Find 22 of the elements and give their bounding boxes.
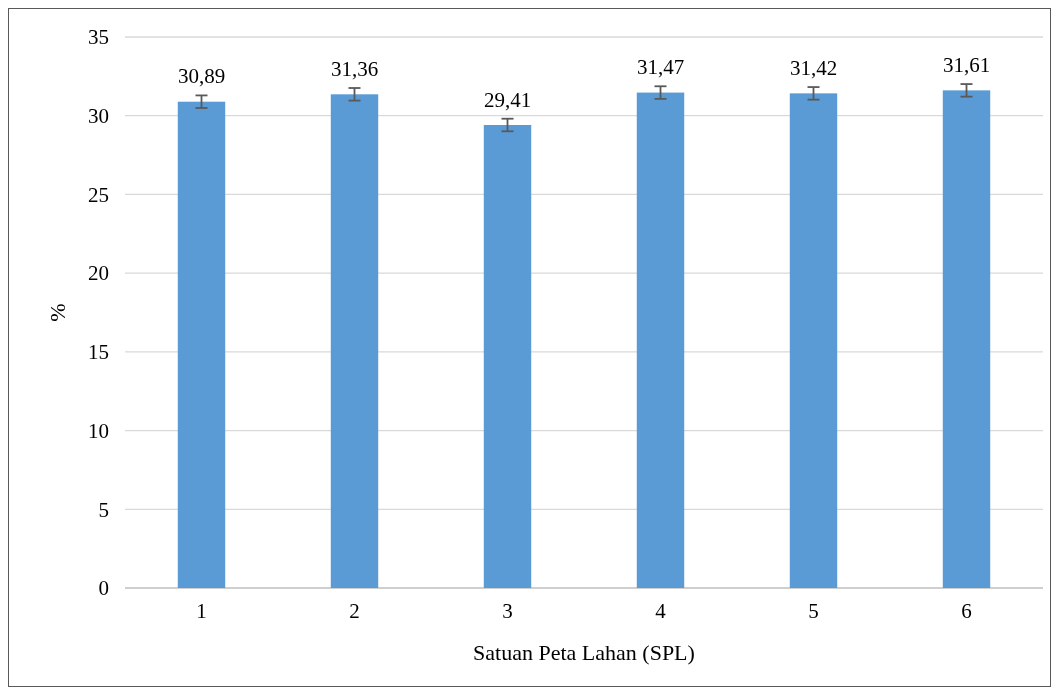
- x-tick-label: 4: [655, 599, 667, 623]
- y-tick-label: 10: [88, 418, 109, 443]
- data-label: 31,61: [942, 53, 991, 78]
- x-axis-title: Satuan Peta Lahan (SPL): [473, 640, 695, 665]
- data-label: 31,42: [789, 56, 838, 81]
- y-tick-label: 35: [88, 25, 109, 50]
- y-tick-label: 0: [98, 576, 109, 601]
- x-tick-label: 2: [349, 599, 360, 623]
- y-tick-label: 15: [88, 340, 109, 365]
- x-tick-label: 3: [502, 599, 513, 623]
- data-label: 31,36: [330, 57, 379, 82]
- y-tick-label: 30: [88, 104, 109, 129]
- y-tick-label: 25: [88, 182, 109, 207]
- x-tick-label: 1: [196, 599, 207, 623]
- data-label: 29,41: [483, 87, 532, 112]
- y-tick-label: 20: [88, 261, 109, 286]
- x-tick-label: 6: [961, 599, 972, 623]
- data-label: 31,47: [636, 55, 685, 80]
- x-tick-label: 5: [808, 599, 819, 623]
- y-axis-title: %: [45, 303, 70, 322]
- data-label: 30,89: [177, 64, 226, 89]
- y-tick-label: 5: [98, 497, 109, 522]
